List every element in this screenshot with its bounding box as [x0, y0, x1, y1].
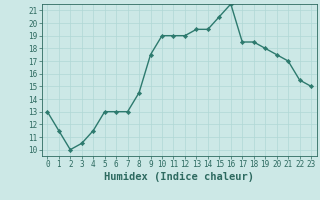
X-axis label: Humidex (Indice chaleur): Humidex (Indice chaleur)	[104, 172, 254, 182]
